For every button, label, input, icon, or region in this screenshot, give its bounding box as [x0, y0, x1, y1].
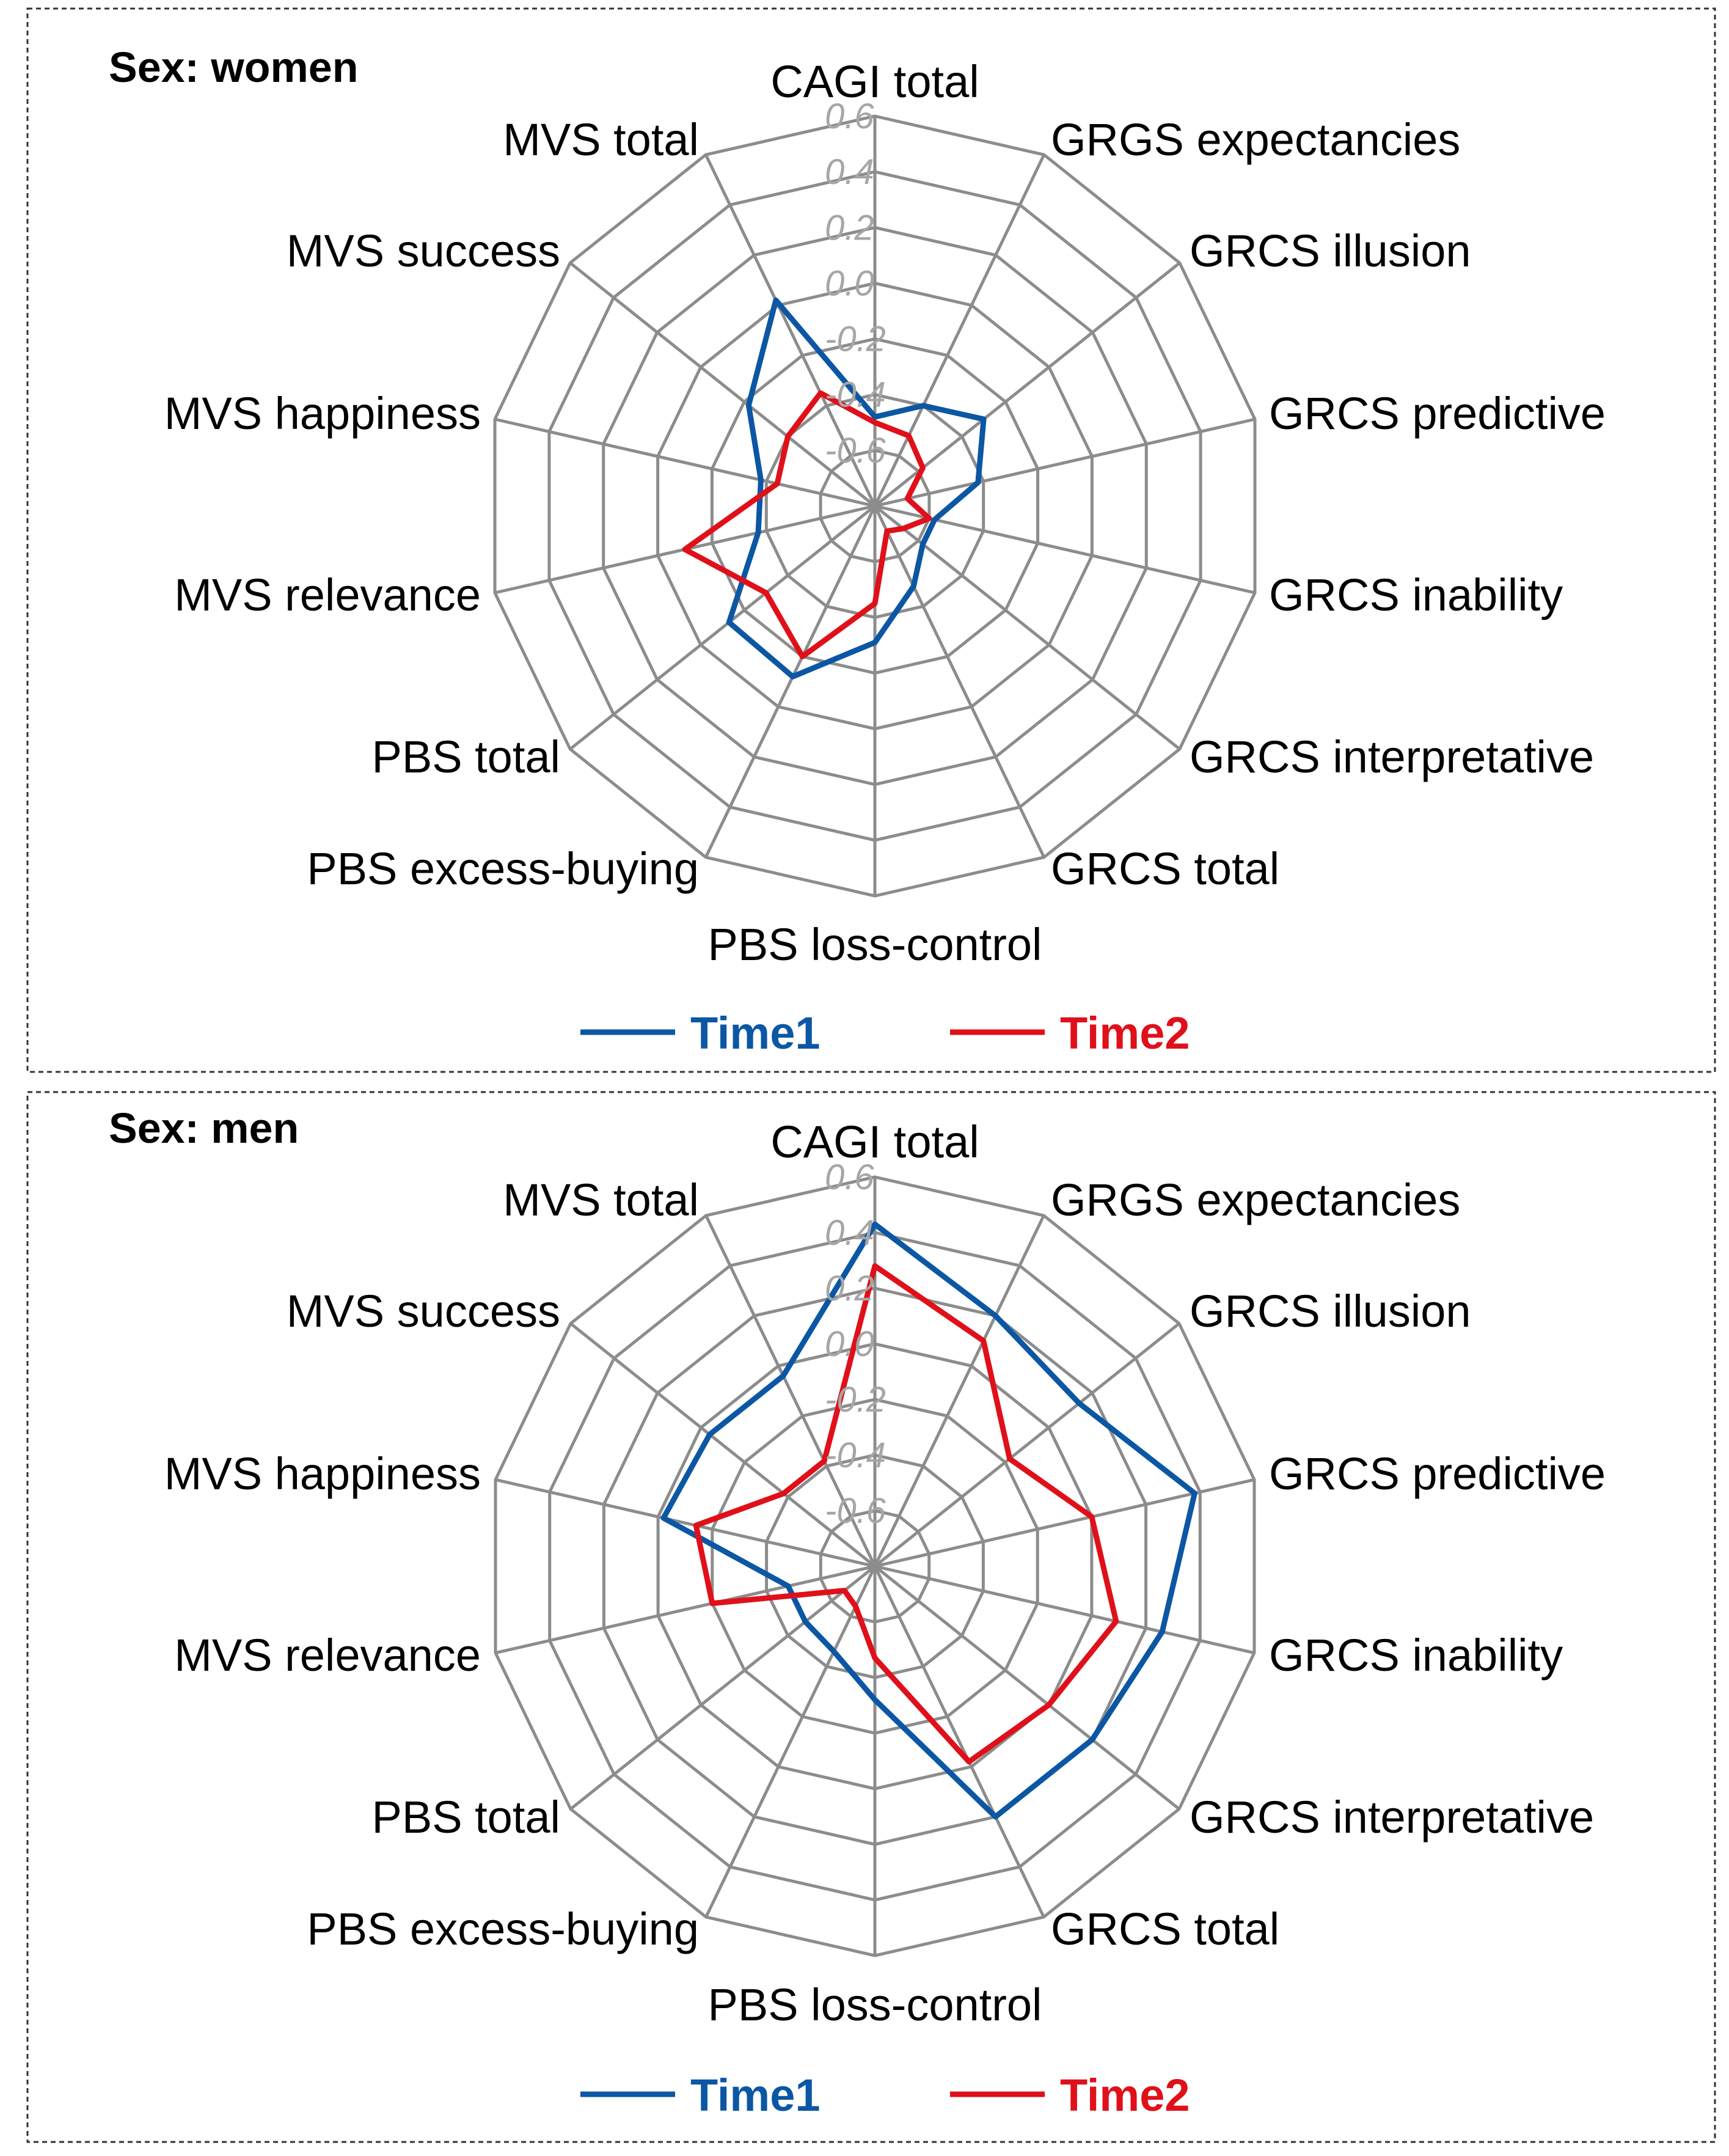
category-label-grgs-expectancies: GRGS expectancies — [1051, 114, 1460, 165]
grid-spoke — [873, 1565, 1045, 1918]
category-label-grcs-predictive: GRCS predictive — [1269, 1448, 1606, 1499]
category-label-mvs-relevance: MVS relevance — [174, 1630, 481, 1681]
category-label-mvs-success: MVS success — [287, 1286, 560, 1336]
category-label-pbs-excess-buying: PBS excess-buying — [307, 843, 699, 894]
grid-spoke — [874, 1565, 1180, 1811]
category-label-grgs-expectancies: GRGS expectancies — [1051, 1175, 1460, 1225]
tick-label: 0.4 — [825, 152, 874, 192]
category-label-mvs-success: MVS success — [287, 226, 560, 276]
category-label-grcs-total: GRCS total — [1051, 843, 1279, 894]
radar-panel-men: 0.6 0.4 0.2 0.0 -0.2 -0.4 -0.6 CAGI total GRGS e… — [109, 1104, 1606, 2121]
tick-label: 0.2 — [825, 208, 874, 248]
tick-label: -0.6 — [825, 1491, 886, 1531]
grid-spoke — [874, 262, 1181, 507]
panel-frame-women — [26, 7, 1716, 1073]
category-label-pbs-total: PBS total — [371, 1792, 560, 1843]
grid-spoke — [569, 505, 876, 750]
panel-title: Sex: men — [109, 1104, 299, 1152]
category-label-cagi-total: CAGI total — [770, 1116, 979, 1167]
grid-spoke — [569, 1322, 876, 1568]
category-label-grcs-inability: GRCS inability — [1269, 1630, 1563, 1681]
legend-label-time2: Time2 — [1060, 1008, 1190, 1058]
grid-spoke — [874, 504, 1256, 595]
grid-spoke — [874, 1478, 1255, 1568]
series-line-time1 — [726, 297, 987, 680]
series-line-time2 — [682, 390, 932, 659]
grid-spoke — [874, 1322, 1180, 1568]
tick-label: -0.2 — [825, 1380, 886, 1420]
grid-spoke — [704, 154, 877, 507]
category-label-grcs-predictive: GRCS predictive — [1269, 388, 1606, 439]
grid-spoke — [874, 505, 1181, 750]
grid-spoke — [873, 154, 1046, 507]
tick-label: -0.4 — [825, 375, 886, 415]
grid-spoke — [873, 505, 1046, 858]
panel-title: Sex: women — [109, 43, 358, 91]
category-label-grcs-interpretative: GRCS interpretative — [1190, 732, 1594, 782]
series-line-time1 — [660, 1221, 1197, 1820]
radar-panel-women: 0.6 0.4 0.2 0.0 -0.2 -0.4 -0.6 CAGI total GRGS e… — [109, 43, 1606, 1058]
tick-label: 0.0 — [825, 1324, 874, 1364]
category-label-grcs-total: GRCS total — [1051, 1904, 1279, 1954]
grid-spoke — [704, 505, 877, 858]
category-label-mvs-happiness: MVS happiness — [164, 1448, 481, 1499]
tick-label: -0.2 — [825, 320, 886, 359]
tick-label: 0.6 — [825, 1157, 874, 1197]
legend-label-time2: Time2 — [1060, 2070, 1190, 2121]
category-label-grcs-inability: GRCS inability — [1269, 570, 1563, 620]
grid-spoke — [495, 1564, 875, 1655]
category-label-grcs-illusion: GRCS illusion — [1190, 226, 1471, 276]
category-label-mvs-total: MVS total — [503, 114, 699, 165]
category-label-grcs-illusion: GRCS illusion — [1190, 1286, 1471, 1336]
tick-label: 0.0 — [825, 263, 874, 303]
category-label-pbs-loss-control: PBS loss-control — [708, 1979, 1042, 2030]
grid-spoke — [494, 417, 875, 508]
series-line-time2 — [693, 1263, 1119, 1765]
grid-spoke — [704, 1565, 877, 1918]
category-label-pbs-excess-buying: PBS excess-buying — [307, 1904, 699, 1954]
tick-label: 0.6 — [825, 97, 874, 136]
category-label-mvs-total: MVS total — [503, 1175, 699, 1225]
grid-spoke — [704, 1215, 877, 1568]
category-label-grcs-interpretative: GRCS interpretative — [1190, 1792, 1594, 1843]
grid-spoke — [874, 1564, 1255, 1655]
category-label-pbs-total: PBS total — [371, 732, 560, 782]
category-label-mvs-relevance: MVS relevance — [174, 570, 481, 620]
tick-label: -0.6 — [825, 431, 886, 471]
legend-label-time1: Time1 — [690, 2070, 821, 2121]
legend-label-time1: Time1 — [690, 1008, 821, 1058]
grid-spoke — [569, 1565, 876, 1811]
category-label-mvs-happiness: MVS happiness — [164, 388, 481, 439]
tick-label: -0.4 — [825, 1436, 886, 1475]
grid-spoke — [874, 417, 1256, 508]
category-label-cagi-total: CAGI total — [770, 56, 979, 107]
category-label-pbs-loss-control: PBS loss-control — [708, 919, 1042, 970]
tick-label: 0.4 — [825, 1213, 874, 1253]
grid-spoke — [569, 262, 876, 507]
grid-spoke — [873, 1215, 1045, 1568]
tick-label: 0.2 — [825, 1269, 874, 1308]
grid-spoke — [495, 1478, 875, 1568]
